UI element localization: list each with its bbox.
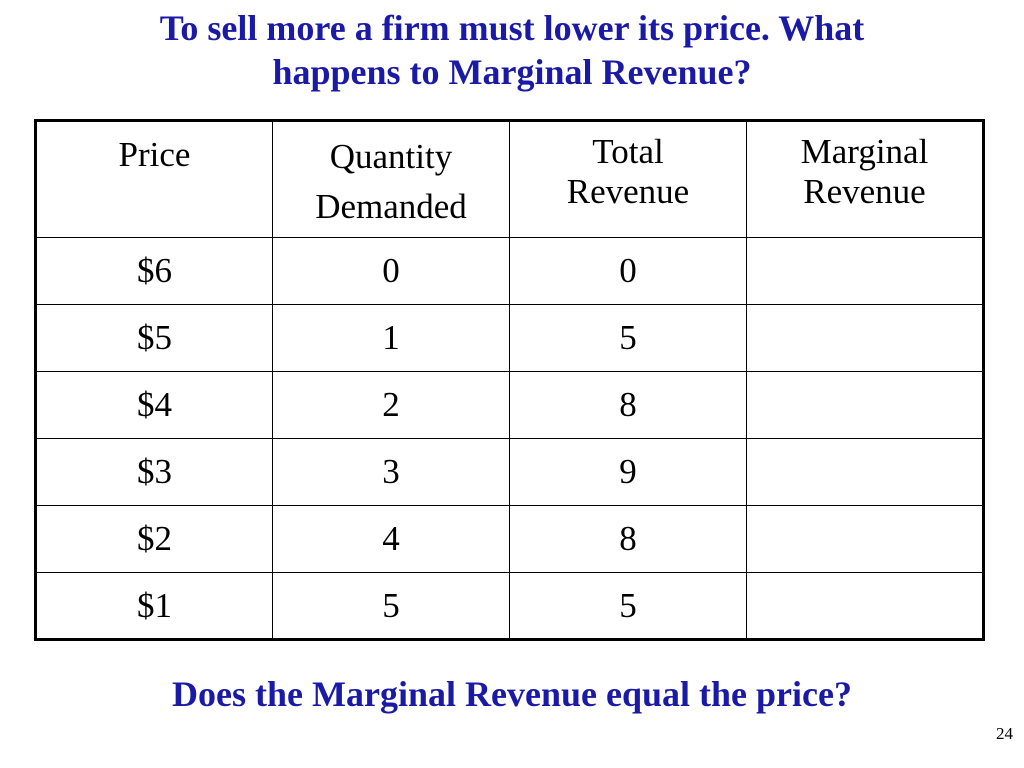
cell-total-revenue: 0 [509, 237, 747, 305]
slide-title-line-2: happens to Marginal Revenue? [272, 52, 752, 92]
cell-quantity: 5 [272, 572, 510, 640]
cell-total-revenue: 5 [509, 572, 747, 640]
table-row: $4 2 8 [35, 371, 984, 439]
cell-total-revenue: 8 [509, 371, 747, 439]
table-row: $1 5 5 [35, 572, 984, 640]
cell-price: $2 [35, 505, 273, 573]
header-price: Price [35, 120, 273, 238]
header-marginal-line-2: Revenue [803, 172, 926, 211]
table-row: $2 4 8 [35, 505, 984, 573]
cell-price: $5 [35, 304, 273, 372]
table-row: $5 1 5 [35, 304, 984, 372]
header-total-revenue: Total Revenue [509, 120, 747, 238]
cell-marginal-revenue [746, 237, 984, 305]
header-total-line-2: Revenue [566, 172, 690, 211]
cell-marginal-revenue [746, 572, 984, 640]
cell-quantity: 0 [272, 237, 510, 305]
slide-title-line-1: To sell more a firm must lower its price… [159, 8, 865, 48]
cell-price: $1 [35, 572, 273, 640]
revenue-table: Price Quantity Demanded Total Revenue Ma… [34, 119, 985, 641]
cell-price: $4 [35, 371, 273, 439]
cell-marginal-revenue [746, 371, 984, 439]
header-total-line-1: Total [592, 132, 664, 171]
table-row: $6 0 0 [35, 237, 984, 305]
page-number: 24 [996, 724, 1013, 743]
cell-total-revenue: 5 [509, 304, 747, 372]
header-quantity-demanded: Quantity Demanded [272, 120, 510, 238]
cell-quantity: 2 [272, 371, 510, 439]
cell-total-revenue: 8 [509, 505, 747, 573]
header-quantity-line-2: Demanded [315, 187, 467, 226]
header-quantity-line-1: Quantity [329, 137, 453, 176]
bottom-question: Does the Marginal Revenue equal the pric… [172, 674, 852, 714]
cell-quantity: 3 [272, 438, 510, 506]
cell-quantity: 4 [272, 505, 510, 573]
table-header-row: Price Quantity Demanded Total Revenue Ma… [35, 120, 984, 238]
cell-marginal-revenue [746, 505, 984, 573]
slide-title: To sell more a firm must lower its price… [62, 6, 962, 94]
cell-marginal-revenue [746, 438, 984, 506]
cell-price: $3 [35, 438, 273, 506]
cell-marginal-revenue [746, 304, 984, 372]
table-row: $3 3 9 [35, 438, 984, 506]
cell-quantity: 1 [272, 304, 510, 372]
cell-total-revenue: 9 [509, 438, 747, 506]
header-marginal-revenue: Marginal Revenue [746, 120, 984, 238]
cell-price: $6 [35, 237, 273, 305]
header-marginal-line-1: Marginal [800, 132, 929, 171]
